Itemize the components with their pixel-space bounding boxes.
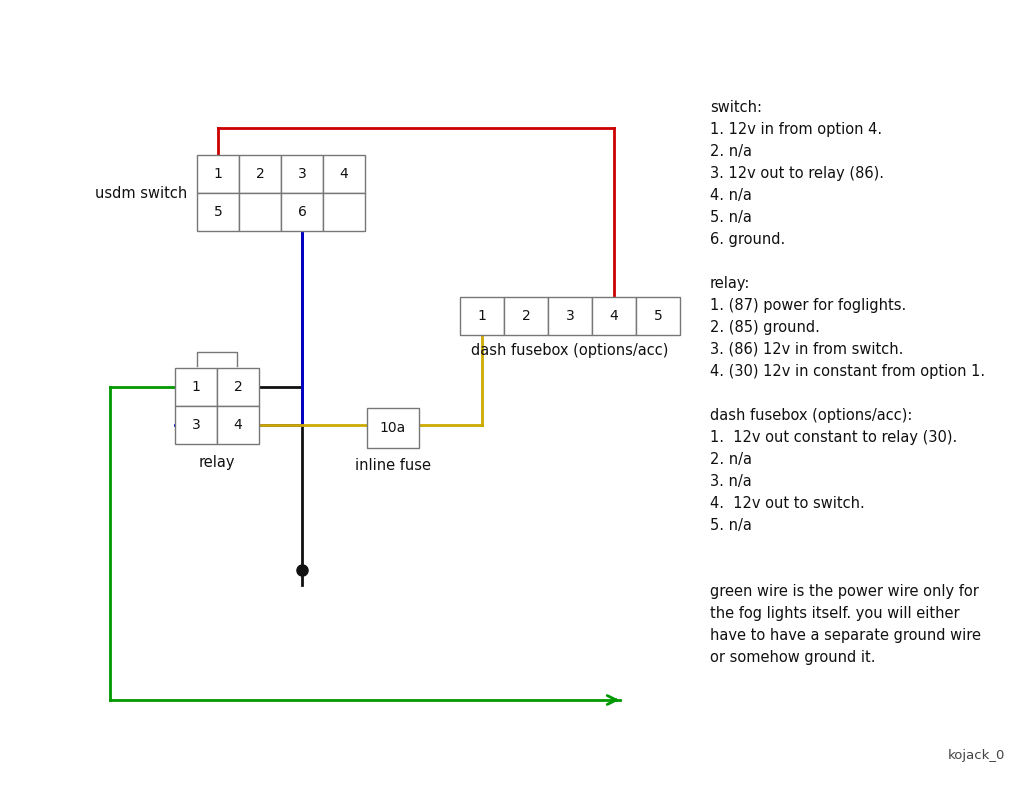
Bar — [367, 408, 419, 448]
Text: 3. (86) 12v in from switch.: 3. (86) 12v in from switch. — [710, 342, 903, 357]
Text: 4.  12v out to switch.: 4. 12v out to switch. — [710, 496, 864, 511]
Text: 1.  12v out constant to relay (30).: 1. 12v out constant to relay (30). — [710, 430, 957, 445]
Text: usdm switch: usdm switch — [95, 186, 187, 200]
Text: 3. n/a: 3. n/a — [710, 474, 752, 489]
Bar — [239, 193, 281, 231]
Text: have to have a separate ground wire: have to have a separate ground wire — [710, 628, 981, 643]
Bar — [281, 193, 323, 231]
Bar — [217, 368, 259, 406]
Text: 5. n/a: 5. n/a — [710, 518, 752, 533]
Text: the fog lights itself. you will either: the fog lights itself. you will either — [710, 606, 959, 621]
Text: or somehow ground it.: or somehow ground it. — [710, 650, 876, 665]
Bar — [239, 155, 281, 193]
Bar — [197, 193, 239, 231]
Text: 4. (30) 12v in constant from option 1.: 4. (30) 12v in constant from option 1. — [710, 364, 985, 379]
Text: dash fusebox (options/acc):: dash fusebox (options/acc): — [710, 408, 912, 423]
Bar — [175, 368, 217, 406]
Text: switch:: switch: — [710, 100, 762, 115]
Text: 2. n/a: 2. n/a — [710, 144, 752, 159]
Text: 1: 1 — [191, 380, 201, 394]
Text: 2: 2 — [521, 309, 530, 323]
Text: 4: 4 — [233, 418, 243, 432]
Text: 5. n/a: 5. n/a — [710, 210, 752, 225]
Text: 1: 1 — [477, 309, 486, 323]
Bar — [548, 297, 592, 335]
Bar — [281, 155, 323, 193]
Text: 5: 5 — [653, 309, 663, 323]
Text: relay: relay — [199, 455, 236, 470]
Text: 3: 3 — [298, 167, 306, 181]
Text: 2. n/a: 2. n/a — [710, 452, 752, 467]
Text: 3. 12v out to relay (86).: 3. 12v out to relay (86). — [710, 166, 884, 181]
Bar — [592, 297, 636, 335]
Bar — [460, 297, 504, 335]
Text: 1: 1 — [214, 167, 222, 181]
Bar — [323, 193, 365, 231]
Text: 1. 12v in from option 4.: 1. 12v in from option 4. — [710, 122, 882, 137]
Text: 1. (87) power for foglights.: 1. (87) power for foglights. — [710, 298, 906, 313]
Text: kojack_0: kojack_0 — [947, 749, 1005, 762]
Bar — [175, 406, 217, 444]
Bar — [636, 297, 680, 335]
Text: 3: 3 — [565, 309, 574, 323]
Text: dash fusebox (options/acc): dash fusebox (options/acc) — [471, 343, 669, 358]
Text: relay:: relay: — [710, 276, 751, 291]
Text: 4. n/a: 4. n/a — [710, 188, 752, 203]
Text: 6. ground.: 6. ground. — [710, 232, 785, 247]
Bar — [217, 406, 259, 444]
Text: 4: 4 — [609, 309, 618, 323]
Text: 2: 2 — [233, 380, 243, 394]
Text: 2: 2 — [256, 167, 264, 181]
Text: inline fuse: inline fuse — [355, 459, 431, 474]
Bar — [197, 155, 239, 193]
Bar — [504, 297, 548, 335]
Bar — [323, 155, 365, 193]
Text: 3: 3 — [191, 418, 201, 432]
Text: 4: 4 — [340, 167, 348, 181]
Text: 6: 6 — [298, 205, 306, 219]
Text: 2. (85) ground.: 2. (85) ground. — [710, 320, 820, 335]
Text: 5: 5 — [214, 205, 222, 219]
Text: 10a: 10a — [380, 421, 407, 435]
Text: green wire is the power wire only for: green wire is the power wire only for — [710, 584, 979, 599]
